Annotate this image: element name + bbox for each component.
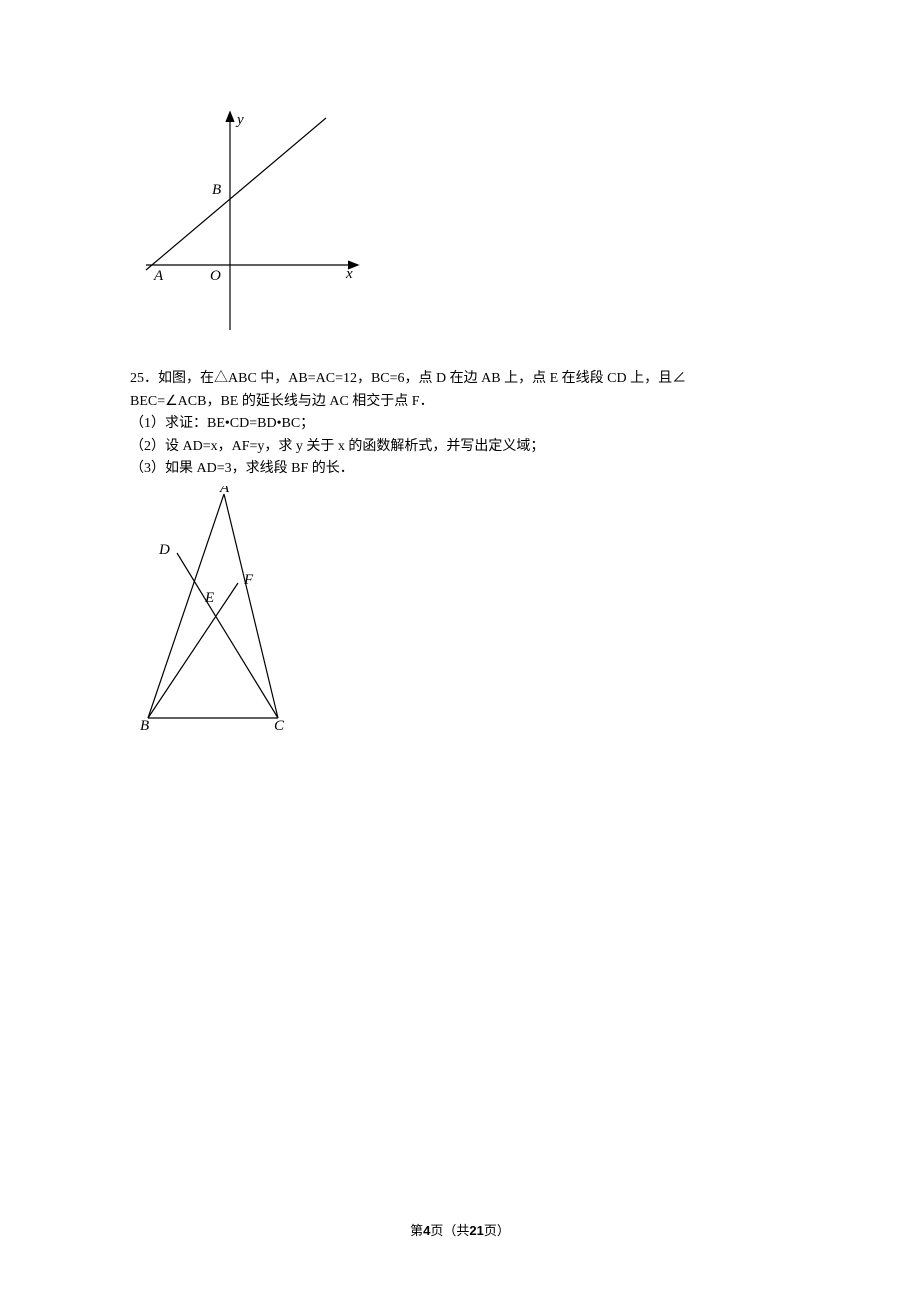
problem-q2: （2）设 AD=x，AF=y，求 y 关于 x 的函数解析式，并写出定义域； [130,436,790,458]
problem-text-1a: 如图，在△ABC 中，AB=AC=12，BC=6，点 D 在边 AB 上，点 E… [158,371,686,386]
problem-q1: （1）求证：BE•CD=BD•BC； [130,413,790,435]
problem-intro-line2: BEC=∠ACB，BE 的延长线与边 AC 相交于点 F． [130,391,790,413]
coordinate-diagram-svg: y x O A B [140,110,360,340]
svg-text:E: E [204,590,214,606]
footer-page-total: 21 [469,1223,483,1238]
figure-triangle: A B C D E F [140,486,790,740]
svg-text:B: B [140,718,149,732]
svg-text:A: A [153,268,164,284]
svg-text:A: A [219,486,230,496]
figure-coordinate-axes: y x O A B [140,110,790,348]
svg-text:y: y [235,112,244,128]
problem-q3: （3）如果 AD=3，求线段 BF 的长． [130,458,790,480]
svg-text:O: O [210,268,221,284]
problem-25: 25．如图，在△ABC 中，AB=AC=12，BC=6，点 D 在边 AB 上，… [130,368,790,480]
footer-prefix: 第 [410,1223,423,1238]
svg-text:x: x [345,266,353,282]
svg-text:C: C [274,718,285,732]
svg-text:D: D [158,542,170,558]
page-footer: 第4页（共21页） [0,1221,920,1242]
svg-text:F: F [243,572,254,588]
svg-text:B: B [212,182,221,198]
problem-intro-line1: 25．如图，在△ABC 中，AB=AC=12，BC=6，点 D 在边 AB 上，… [130,368,790,390]
triangle-diagram-svg: A B C D E F [140,486,296,732]
problem-number: 25． [130,371,158,386]
footer-suffix: 页） [484,1223,510,1238]
page-content: y x O A B 25．如图，在△ABC 中，AB=AC=12，BC=6，点 D 在边… [0,0,920,741]
footer-mid: 页（共 [430,1223,469,1238]
